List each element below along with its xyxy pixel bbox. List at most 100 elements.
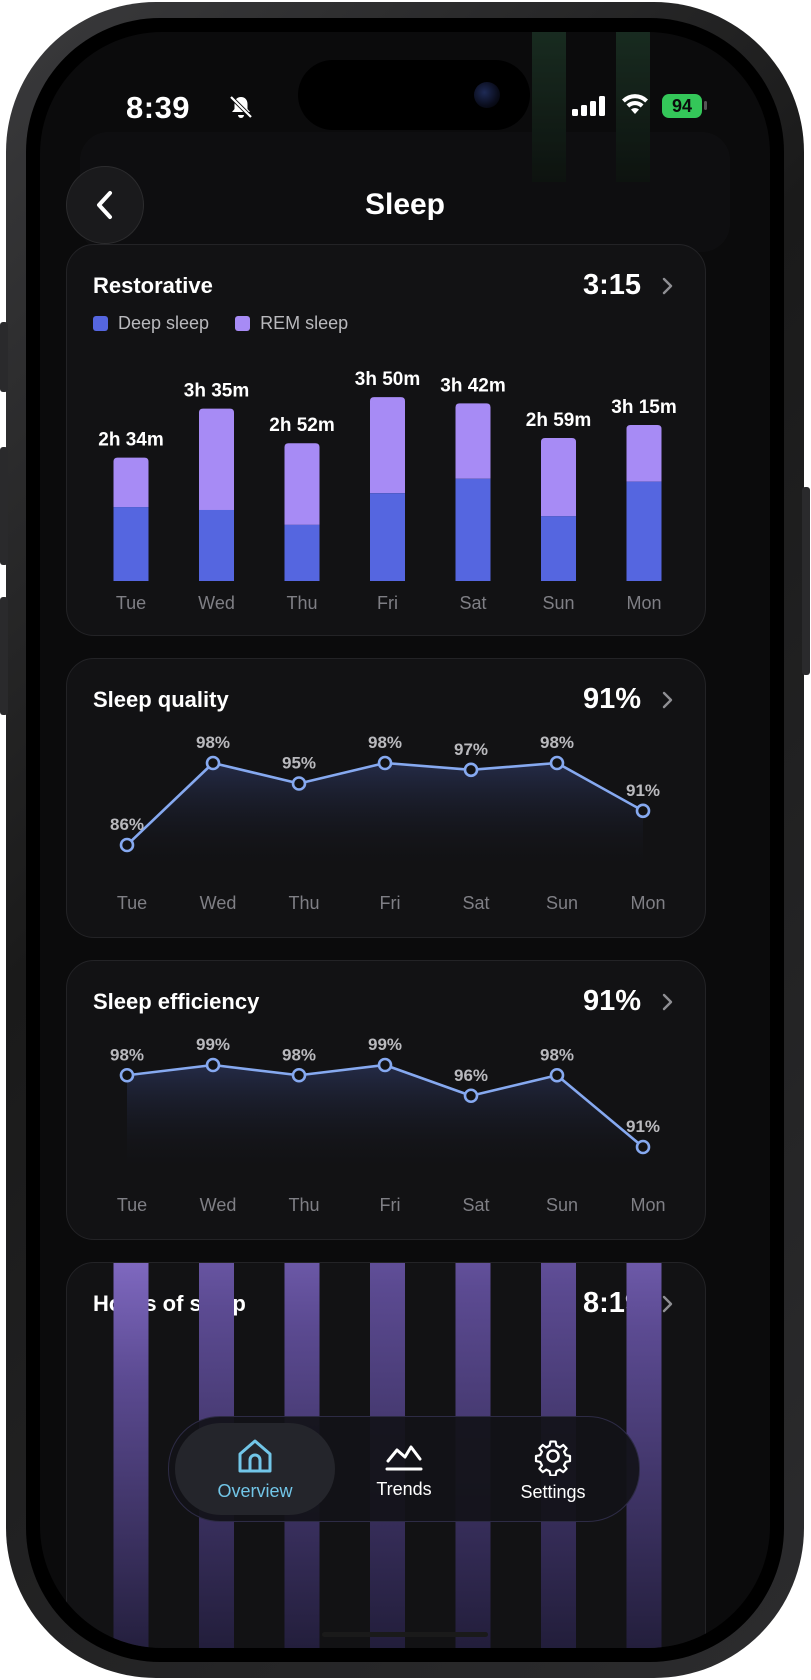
bar-rem-segment <box>199 408 234 510</box>
x-tick-label: Fri <box>380 1195 401 1215</box>
x-tick-label: Sat <box>462 893 489 913</box>
page-title: Sleep <box>364 188 446 221</box>
gear-icon <box>534 1439 572 1476</box>
tab-trends[interactable]: Trends <box>324 1423 484 1515</box>
data-label: 86% <box>110 815 144 834</box>
bar-value-label: 3h 50m <box>355 369 420 390</box>
card-title: Sleep quality <box>93 687 229 712</box>
hours-bar <box>113 1263 149 1648</box>
volume-up-button <box>0 447 8 565</box>
bar-value-label: 3h 15m <box>611 397 676 418</box>
restorative-card[interactable]: Restorative 3:15 Deep sleep REM sleep 2h… <box>66 244 706 636</box>
x-tick-label: Mon <box>630 893 665 913</box>
data-point <box>205 1057 221 1073</box>
x-tick-label: Sun <box>542 593 574 613</box>
bar-deep-segment <box>199 509 234 581</box>
status-bar: 8:39 9 <box>40 32 770 142</box>
x-tick-label: Thu <box>288 893 319 913</box>
data-label: 91% <box>626 781 660 800</box>
x-tick-label: Sat <box>462 1195 489 1215</box>
data-point <box>463 762 479 778</box>
tab-label: Settings <box>520 1481 586 1502</box>
chevron-left-icon <box>97 191 112 219</box>
x-tick-label: Wed <box>200 893 237 913</box>
legend-swatch-rem <box>235 316 251 331</box>
data-label: 97% <box>454 740 488 759</box>
background-bar <box>532 32 566 182</box>
data-point <box>291 1067 307 1083</box>
data-label: 98% <box>196 733 230 752</box>
x-tick-label: Sun <box>546 893 578 913</box>
card-title: Sleep efficiency <box>93 989 260 1014</box>
data-label: 96% <box>454 1066 488 1085</box>
bar-rem-segment <box>284 443 320 525</box>
data-label: 95% <box>282 754 316 773</box>
x-tick-label: Thu <box>286 593 317 613</box>
bar-rem-segment <box>113 457 149 508</box>
data-point <box>377 1057 393 1073</box>
x-tick-label: Tue <box>116 593 146 613</box>
legend-item-rem: REM sleep <box>235 313 348 334</box>
hours-bar <box>626 1263 662 1648</box>
data-point <box>635 1139 651 1155</box>
tab-overview[interactable]: Overview <box>175 1423 335 1515</box>
bell-slash-icon <box>229 95 253 119</box>
restorative-chart: 2h 34m Tue 3h 35m Wed 2h 52m Thu 3h 50m Fri 3h 4… <box>98 369 676 613</box>
chevron-right-icon <box>662 691 673 709</box>
data-label: 99% <box>368 1035 402 1054</box>
card-value: 3:15 <box>582 269 641 301</box>
background-card <box>80 32 730 252</box>
data-point <box>549 1067 565 1083</box>
data-label: 98% <box>110 1045 144 1064</box>
bar-rem-segment <box>626 425 662 482</box>
tab-label: Overview <box>217 1480 293 1501</box>
home-icon <box>238 1439 272 1472</box>
tab-settings[interactable]: Settings <box>473 1423 633 1515</box>
battery-indicator: 94 <box>662 94 702 118</box>
bar-rem-segment <box>370 397 405 494</box>
camera-icon <box>474 82 500 108</box>
bar-deep-segment <box>370 493 405 581</box>
data-label: 98% <box>540 733 574 752</box>
bar-rem-segment <box>541 437 576 517</box>
x-tick-label: Tue <box>117 893 147 913</box>
area-fill <box>127 763 643 873</box>
status-time: 8:39 <box>126 90 191 125</box>
volume-down-button <box>0 597 8 715</box>
data-label: 98% <box>540 1045 574 1064</box>
sleep-efficiency-card[interactable]: Sleep efficiency 91% 98% Tue 99% Wed 98% Thu 9… <box>66 960 706 1240</box>
chart-legend: Deep sleep REM sleep <box>93 313 348 334</box>
nav-header: Sleep <box>40 152 770 252</box>
area-fill <box>127 1065 643 1175</box>
cellular-signal-icon <box>572 96 605 116</box>
back-button[interactable] <box>66 166 144 244</box>
x-tick-label: Wed <box>200 1195 237 1215</box>
bar-deep-segment <box>455 478 491 581</box>
data-label: 98% <box>368 733 402 752</box>
legend-label: Deep sleep <box>118 313 210 333</box>
x-tick-label: Mon <box>626 593 661 613</box>
card-value: 91% <box>582 683 641 715</box>
x-tick-label: Fri <box>380 893 401 913</box>
x-tick-label: Sun <box>546 1195 578 1215</box>
bar-deep-segment <box>541 516 576 581</box>
bar-deep-segment <box>284 524 320 581</box>
bar-rem-segment <box>455 403 491 479</box>
bar-value-label: 3h 35m <box>184 381 249 402</box>
x-tick-label: Wed <box>198 593 235 613</box>
sleep-quality-chart: 86% Tue 98% Wed 95% Thu 98% Fri 97% Sat 98% Sun 91% M… <box>110 733 666 913</box>
sleep-quality-card[interactable]: Sleep quality 91% 86% Tue 98% Wed 95% Thu 98% F… <box>66 658 706 938</box>
chevron-right-icon <box>662 277 673 295</box>
sleep-efficiency-chart: 98% Tue 99% Wed 98% Thu 99% Fri 96% Sat 98% Sun 91% M… <box>110 1035 666 1215</box>
bar-deep-segment <box>113 507 149 581</box>
chevron-right-icon <box>662 993 673 1011</box>
bar-deep-segment <box>626 481 662 581</box>
data-point <box>463 1088 479 1104</box>
data-point <box>549 755 565 771</box>
data-label: 99% <box>196 1035 230 1054</box>
data-point <box>377 755 393 771</box>
background-bar <box>616 32 650 182</box>
action-button <box>0 322 8 392</box>
x-tick-label: Mon <box>630 1195 665 1215</box>
